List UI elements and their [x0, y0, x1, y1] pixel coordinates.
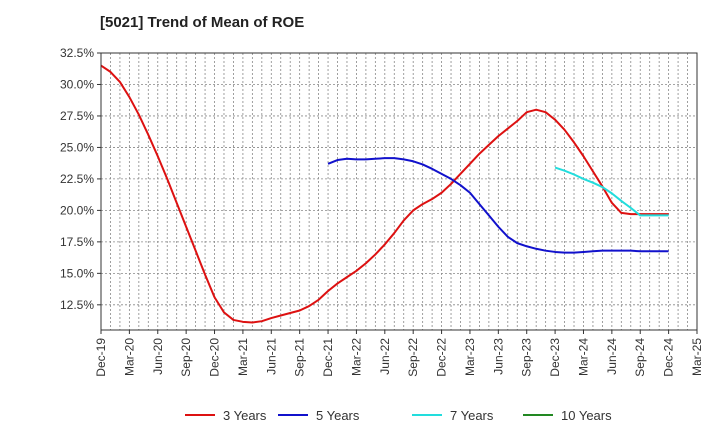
x-tick-label: Sep-23 — [520, 338, 534, 377]
x-tick-label: Mar-21 — [236, 338, 250, 376]
x-tick-label: Mar-22 — [349, 338, 363, 376]
x-tick-label: Mar-25 — [690, 338, 704, 376]
x-tick-label: Jun-23 — [491, 338, 505, 375]
x-tick-label: Sep-22 — [406, 338, 420, 377]
legend-label: 3 Years — [223, 408, 267, 423]
y-tick-label: 30.0% — [60, 77, 94, 91]
x-tick-label: Dec-23 — [548, 338, 562, 377]
legend-label: 10 Years — [561, 408, 612, 423]
series-layer — [100, 64, 669, 324]
x-tick-label: Dec-21 — [321, 338, 335, 377]
x-tick-label: Dec-24 — [662, 338, 676, 377]
x-tick-label: Mar-24 — [576, 338, 590, 376]
x-tick-label: Sep-20 — [179, 338, 193, 377]
series-line-7-years — [554, 166, 669, 217]
plot-frame — [100, 52, 698, 331]
y-tick-label: 22.5% — [60, 172, 94, 186]
x-tick-label: Dec-20 — [208, 338, 222, 377]
x-tick-label: Mar-20 — [122, 338, 136, 376]
x-tick-label: Jun-24 — [605, 338, 619, 375]
y-tick-label: 25.0% — [60, 140, 94, 154]
x-tick-label: Sep-21 — [293, 338, 307, 377]
x-tick-label: Jun-21 — [264, 338, 278, 375]
chart-title: [5021] Trend of Mean of ROE — [100, 14, 304, 31]
y-tick-label: 20.0% — [60, 203, 94, 217]
x-tick-label: Sep-24 — [633, 338, 647, 377]
series-line-5-years — [327, 157, 669, 254]
y-tick-label: 15.0% — [60, 266, 94, 280]
x-axis-ticks: Dec-19 Mar-20 Jun-20 Sep-20 Dec-20 Mar-21 Jun-… — [94, 330, 704, 377]
y-axis-ticks: 12.5% 15.0% 17.5% 20.0% 22.5% 25.0% 27.5% 30.0%… — [60, 46, 101, 312]
legend: 3 Years 5 Years 7 Years 10 Years — [185, 408, 612, 423]
x-tick-label: Dec-19 — [94, 338, 108, 377]
legend-label: 7 Years — [450, 408, 494, 423]
y-tick-label: 17.5% — [60, 235, 94, 249]
x-tick-label: Jun-20 — [151, 338, 165, 375]
x-tick-label: Dec-22 — [435, 338, 449, 377]
y-tick-label: 27.5% — [60, 109, 94, 123]
series-line-3-years — [100, 64, 669, 324]
y-tick-label: 32.5% — [60, 46, 94, 60]
x-tick-label: Jun-22 — [378, 338, 392, 375]
y-tick-label: 12.5% — [60, 298, 94, 312]
legend-label: 5 Years — [316, 408, 360, 423]
x-tick-label: Mar-23 — [463, 338, 477, 376]
